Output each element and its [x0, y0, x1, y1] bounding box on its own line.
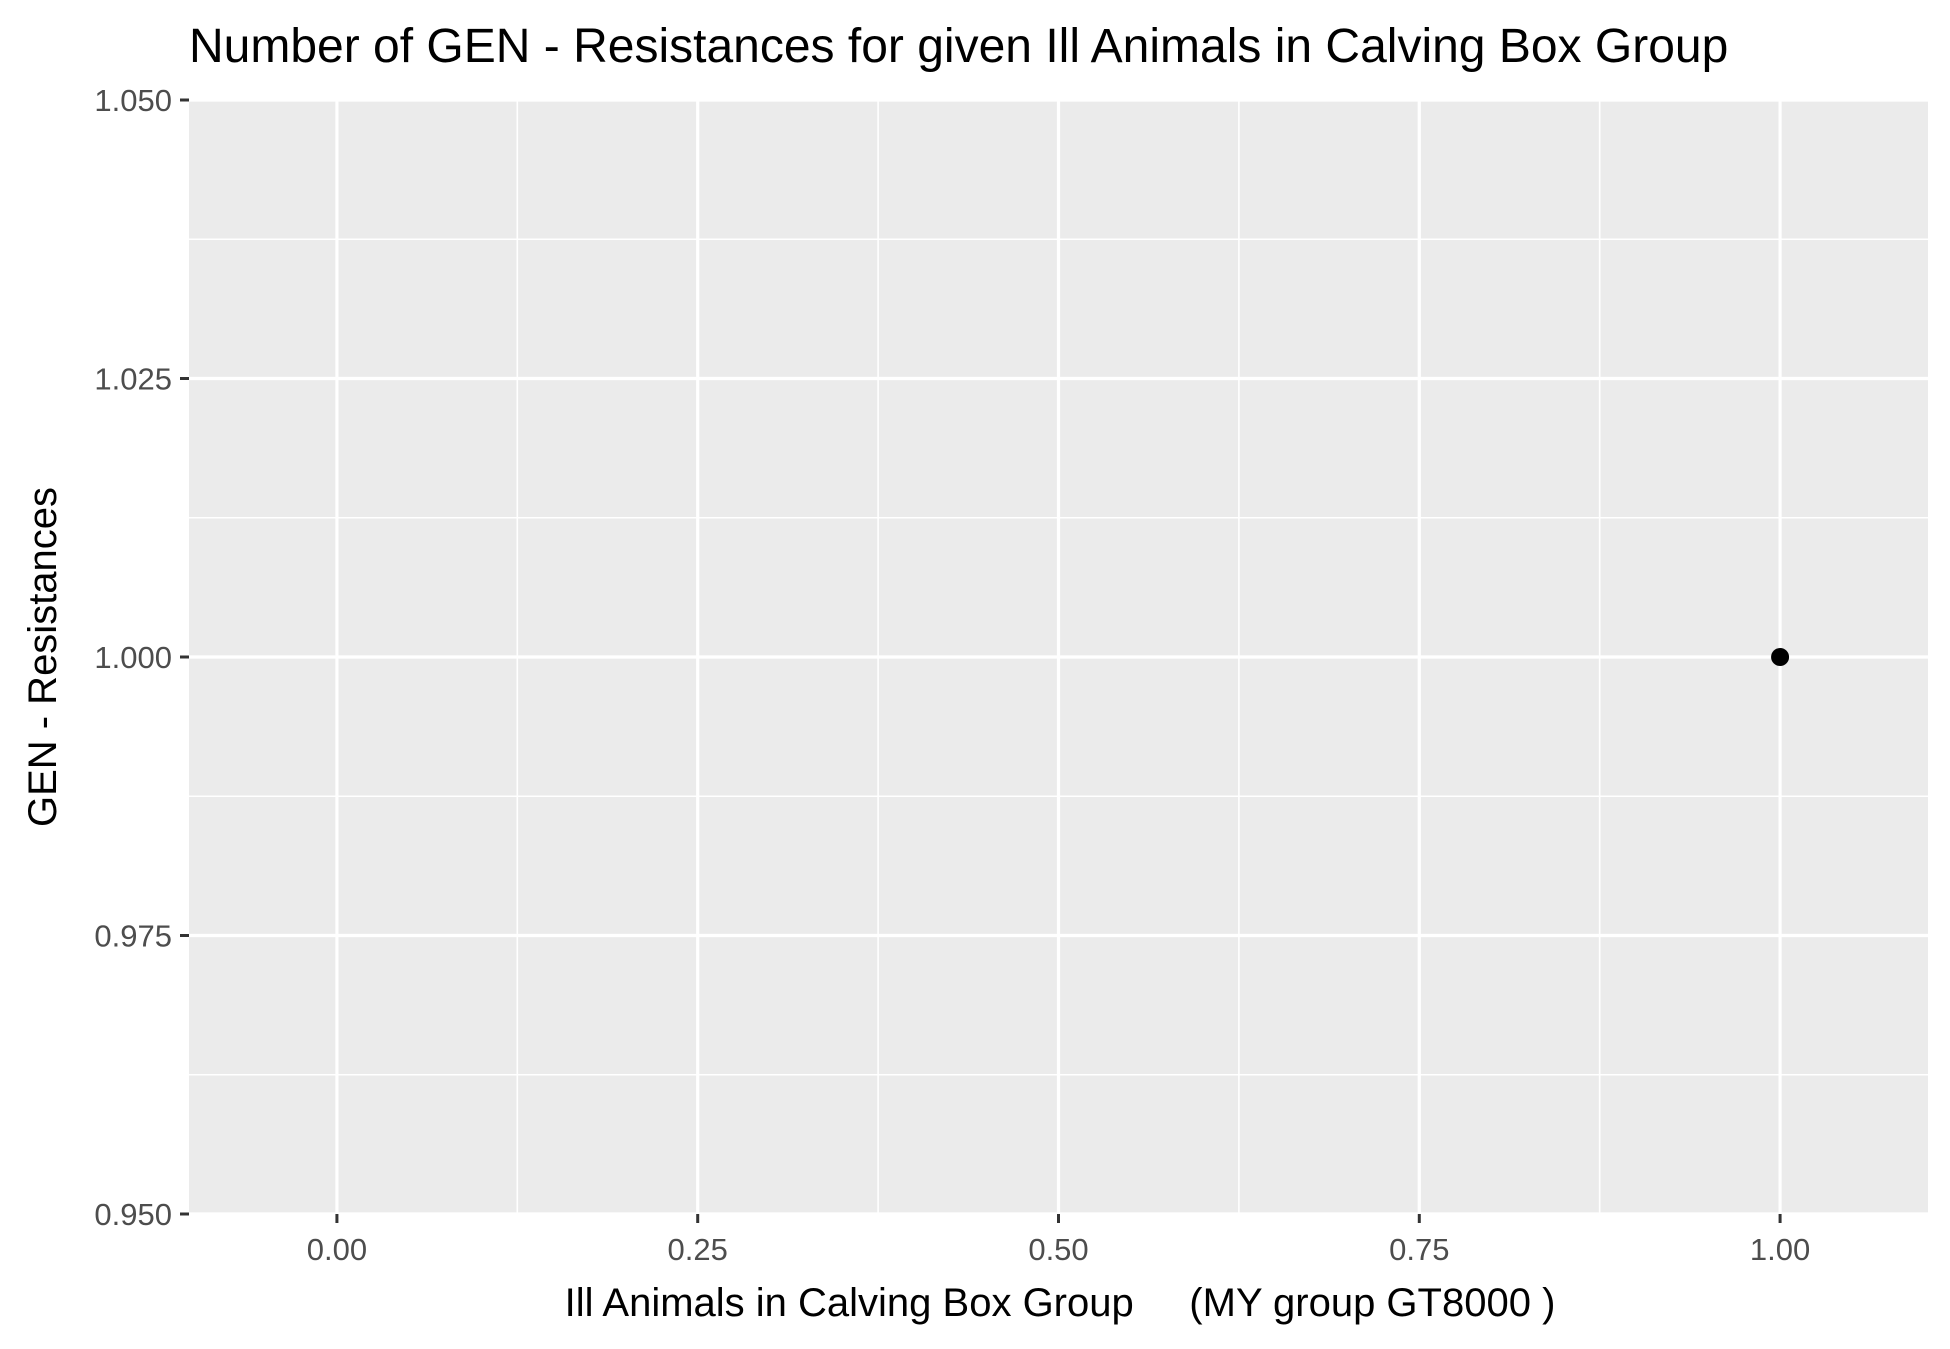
y-tick-label: 1.025 — [94, 362, 172, 397]
x-tick-label: 0.50 — [1028, 1232, 1088, 1267]
x-tick-label: 0.75 — [1389, 1232, 1449, 1267]
x-tick-label: 1.00 — [1750, 1232, 1810, 1267]
x-tick-label: 0.25 — [668, 1232, 728, 1267]
x-axis-label: Ill Animals in Calving Box Group (MY gro… — [565, 1281, 1556, 1325]
y-axis-ticks: 0.950 0.975 1.000 1.025 1.050 — [94, 83, 189, 1232]
y-tick-label: 1.000 — [94, 640, 172, 675]
y-tick-label: 1.050 — [94, 83, 172, 118]
chart-title: Number of GEN - Resistances for given Il… — [189, 20, 1728, 73]
y-axis-label: GEN - Resistances — [21, 487, 65, 827]
y-tick-label: 0.975 — [94, 919, 172, 954]
y-tick-label: 0.950 — [94, 1197, 172, 1232]
x-axis-ticks: 0.00 0.25 0.50 0.75 1.00 — [307, 1214, 1810, 1267]
x-tick-label: 0.00 — [307, 1232, 367, 1267]
data-points — [1771, 648, 1790, 666]
data-point — [1771, 648, 1790, 666]
